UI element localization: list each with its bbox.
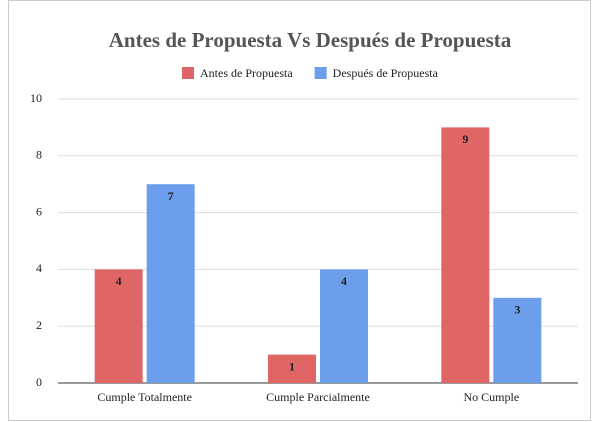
x-tick-label: No Cumple xyxy=(463,390,519,404)
bar xyxy=(268,354,316,383)
data-label: 9 xyxy=(462,132,468,146)
data-label: 3 xyxy=(514,303,520,317)
bar xyxy=(441,127,490,384)
legend-swatch xyxy=(182,67,194,79)
x-tick-label: Cumple Parcialmente xyxy=(266,390,370,404)
chart-title: Antes de Propuesta Vs Después de Propues… xyxy=(109,28,512,52)
data-label: 4 xyxy=(341,274,347,288)
bar xyxy=(146,184,195,383)
y-tick-label: 8 xyxy=(36,148,42,162)
y-tick-label: 0 xyxy=(36,375,42,389)
legend-swatch xyxy=(314,67,327,79)
bar xyxy=(493,297,542,383)
y-tick-label: 2 xyxy=(36,318,42,332)
data-label: 7 xyxy=(168,189,174,203)
bar xyxy=(320,269,368,383)
x-tick-label: Cumple Totalmente xyxy=(97,390,192,404)
legend-label: Antes de Propuesta xyxy=(200,66,293,80)
y-tick-label: 10 xyxy=(30,91,42,105)
y-tick-label: 4 xyxy=(36,261,42,275)
legend-label: Después de Propuesta xyxy=(333,66,439,80)
bar xyxy=(94,269,143,383)
data-label: 4 xyxy=(116,274,122,288)
y-tick-label: 6 xyxy=(36,204,42,218)
data-label: 1 xyxy=(289,359,295,373)
